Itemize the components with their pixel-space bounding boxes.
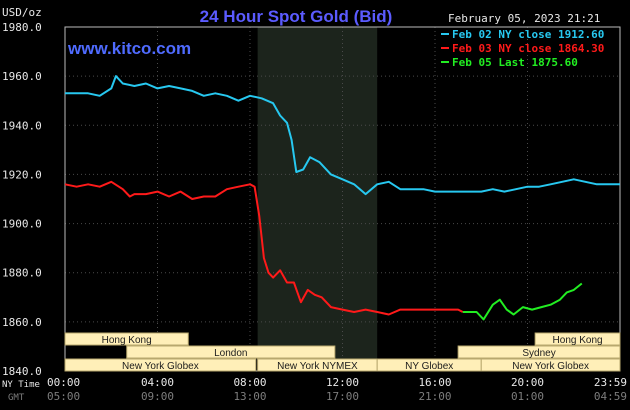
y-tick-label: 1880.0 (2, 267, 42, 280)
session-label: Hong Kong (102, 335, 152, 346)
nymex-session-shade (257, 27, 378, 371)
x-tick-label-gmt: 17:00 (326, 390, 359, 403)
trading-sessions: Hong Kong Hong Kong London Sydney New York G… (64, 332, 621, 372)
x-tick-label-gmt: 04:59 (594, 390, 627, 403)
y-tick-label: 1940.0 (2, 119, 42, 132)
chart-title: 24 Hour Spot Gold (Bid) (200, 7, 393, 26)
session-label: NY Globex (405, 361, 453, 372)
session-bar (534, 332, 621, 346)
x-tick-label-ny: 16:00 (418, 376, 451, 389)
session-bar (64, 358, 257, 372)
y-tick-label: 1980.0 (2, 21, 42, 34)
legend-entry: Feb 05 Last 1875.60 (452, 56, 578, 69)
series-line-3 (462, 282, 583, 321)
series-line-2 (64, 180, 464, 316)
x-tick-label-ny: 04:00 (141, 376, 174, 389)
session-label: New York NYMEX (277, 361, 358, 372)
legend-entry: Feb 03 NY close 1864.30 (452, 42, 604, 55)
website-label: www.kitco.com (67, 39, 191, 58)
session-bar (457, 345, 621, 359)
timestamp: February 05, 2023 21:21 (448, 12, 600, 25)
x-tick-label-ny: 20:00 (511, 376, 544, 389)
y-tick-label: 1860.0 (2, 316, 42, 329)
session-bar (126, 345, 336, 359)
series-line-1 (65, 75, 620, 196)
x-axis-label-gmt: GMT (8, 393, 25, 403)
series-lines (64, 75, 620, 321)
x-tick-label-ny: 12:00 (326, 376, 359, 389)
x-tick-label-gmt: 13:00 (233, 390, 266, 403)
y-axis-unit: USD/oz (2, 6, 42, 19)
y-tick-label: 1900.0 (2, 218, 42, 231)
x-tick-label-gmt: 01:00 (511, 390, 544, 403)
x-tick-label-ny: 23:59 (594, 376, 627, 389)
y-tick-label: 1920.0 (2, 168, 42, 181)
session-label: London (214, 348, 247, 359)
x-tick-label-gmt: 09:00 (141, 390, 174, 403)
session-bar (480, 358, 621, 372)
session-label: New York Globex (512, 361, 589, 372)
legend-entry: Feb 02 NY close 1912.60 (452, 28, 604, 41)
x-tick-label-ny: 08:00 (233, 376, 266, 389)
x-tick-label-gmt: 05:00 (47, 390, 80, 403)
y-tick-label: 1840.0 (2, 365, 42, 378)
session-label: New York Globex (122, 361, 199, 372)
y-tick-label: 1960.0 (2, 70, 42, 83)
x-axis-label-ny: NY Time (2, 380, 40, 390)
x-tick-label-ny: 00:00 (47, 376, 80, 389)
session-label: Sydney (522, 348, 555, 359)
session-label: Hong Kong (553, 335, 603, 346)
x-tick-label-gmt: 21:00 (418, 390, 451, 403)
y-tick-labels: 1980.0 1960.0 1940.0 1920.0 1900.0 1880.0 1860… (2, 21, 42, 378)
session-bar (64, 332, 189, 346)
